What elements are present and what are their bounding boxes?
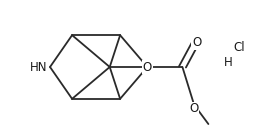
Text: O: O xyxy=(192,36,201,49)
Text: H: H xyxy=(223,56,232,69)
Text: O: O xyxy=(189,102,199,115)
Text: O: O xyxy=(143,60,152,74)
Text: HN: HN xyxy=(29,60,47,74)
Text: Cl: Cl xyxy=(234,41,245,54)
